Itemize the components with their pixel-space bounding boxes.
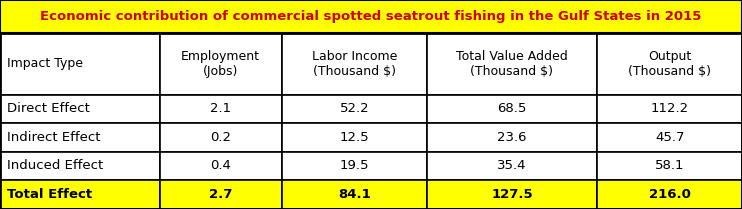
Text: 45.7: 45.7: [655, 131, 684, 144]
Bar: [597, 152, 742, 180]
Text: Impact Type: Impact Type: [7, 57, 83, 70]
Text: 35.4: 35.4: [497, 159, 527, 172]
Bar: [0, 180, 160, 209]
Text: 58.1: 58.1: [655, 159, 684, 172]
Bar: [0, 95, 160, 123]
Text: 68.5: 68.5: [497, 102, 527, 115]
Text: 84.1: 84.1: [338, 188, 371, 201]
Bar: [282, 33, 427, 95]
Bar: [427, 123, 597, 152]
Bar: [160, 180, 282, 209]
Text: 0.4: 0.4: [210, 159, 232, 172]
Text: Indirect Effect: Indirect Effect: [7, 131, 101, 144]
Text: 112.2: 112.2: [651, 102, 689, 115]
Text: 52.2: 52.2: [340, 102, 369, 115]
Bar: [427, 33, 597, 95]
Bar: [597, 95, 742, 123]
Text: Economic contribution of commercial spotted seatrout fishing in the Gulf States : Economic contribution of commercial spot…: [40, 10, 702, 23]
Text: Direct Effect: Direct Effect: [7, 102, 91, 115]
Bar: [0, 152, 160, 180]
Text: Labor Income
(Thousand $): Labor Income (Thousand $): [312, 50, 397, 78]
Bar: [282, 95, 427, 123]
Bar: [427, 180, 597, 209]
Text: Output
(Thousand $): Output (Thousand $): [628, 50, 711, 78]
Text: Induced Effect: Induced Effect: [7, 159, 104, 172]
Bar: [282, 123, 427, 152]
Text: Total Value Added
(Thousand $): Total Value Added (Thousand $): [456, 50, 568, 78]
Text: 0.2: 0.2: [210, 131, 232, 144]
Text: 2.7: 2.7: [209, 188, 232, 201]
Bar: [427, 152, 597, 180]
Bar: [160, 123, 282, 152]
Text: Total Effect: Total Effect: [7, 188, 93, 201]
Text: 2.1: 2.1: [210, 102, 232, 115]
Bar: [0, 123, 160, 152]
Bar: [427, 95, 597, 123]
Bar: [597, 33, 742, 95]
Bar: [597, 123, 742, 152]
Text: 23.6: 23.6: [497, 131, 527, 144]
Bar: [160, 95, 282, 123]
Text: 12.5: 12.5: [340, 131, 369, 144]
Bar: [0, 33, 160, 95]
Text: 127.5: 127.5: [491, 188, 533, 201]
Text: Employment
(Jobs): Employment (Jobs): [181, 50, 260, 78]
Bar: [0, 33, 742, 209]
Bar: [160, 33, 282, 95]
Bar: [597, 180, 742, 209]
Bar: [282, 152, 427, 180]
Bar: [282, 180, 427, 209]
Text: 216.0: 216.0: [649, 188, 691, 201]
Bar: [0, 0, 742, 33]
Text: 19.5: 19.5: [340, 159, 369, 172]
Bar: [160, 152, 282, 180]
